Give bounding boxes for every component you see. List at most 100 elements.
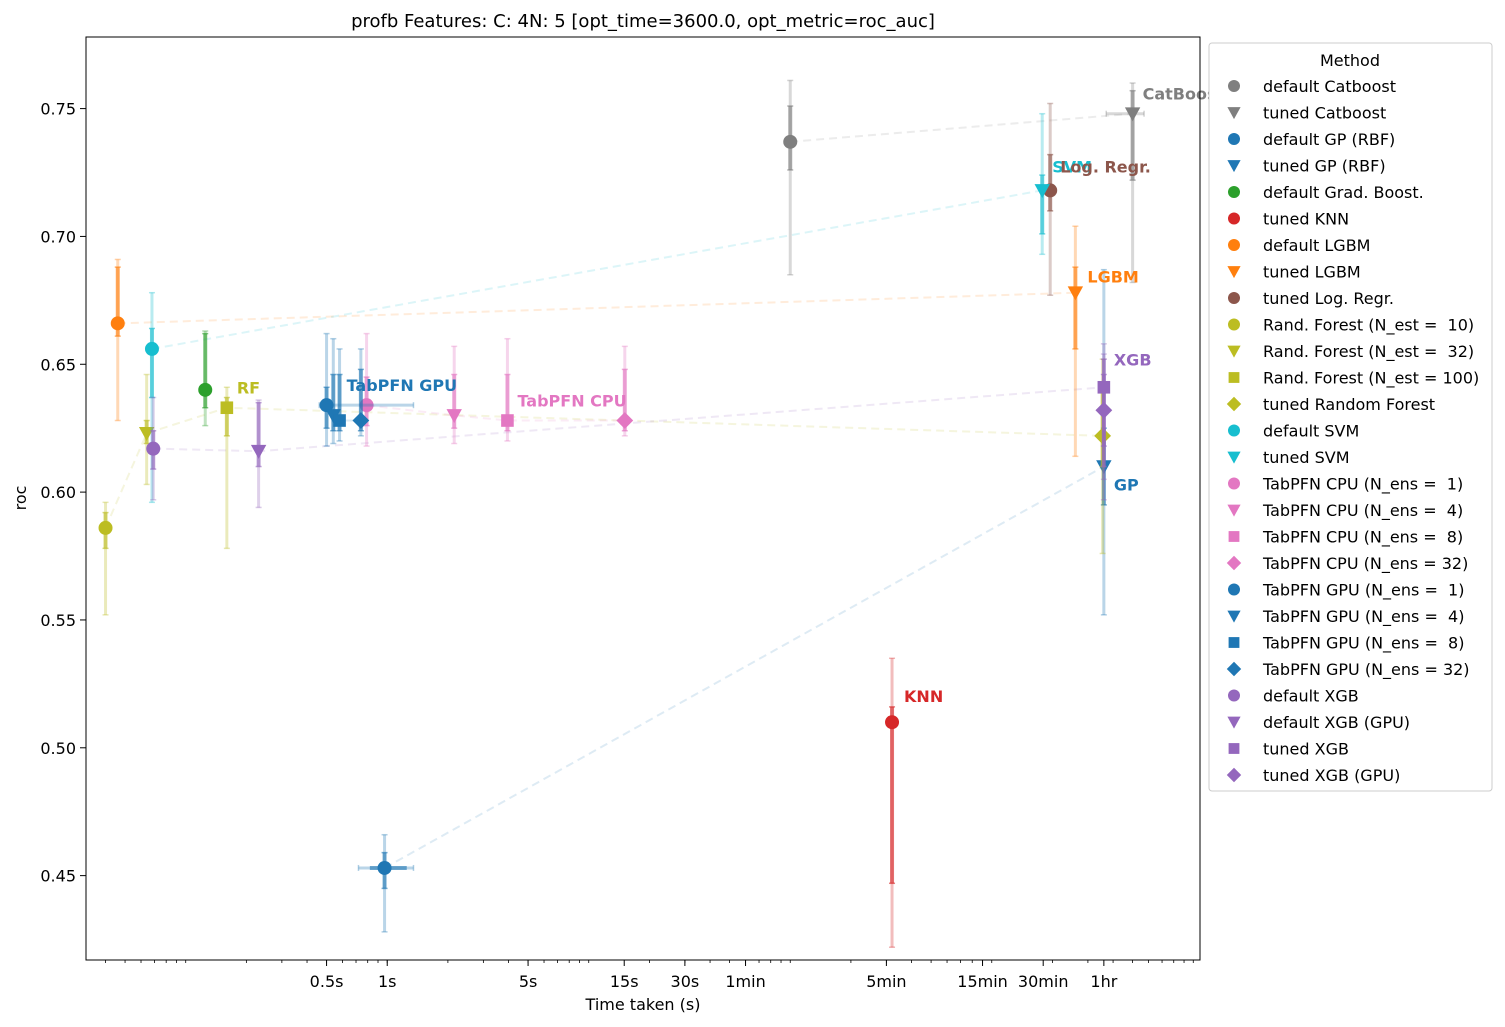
series-point [1034, 112, 1050, 256]
series-point [220, 386, 234, 550]
data-point-marker [198, 382, 213, 397]
x-tick-label: 5s [519, 972, 538, 991]
series-point [446, 345, 462, 445]
legend-marker [1228, 372, 1240, 383]
legend-entry: tuned Log. Regr. [1228, 289, 1394, 308]
series-point [885, 657, 900, 948]
data-point-marker [1124, 107, 1141, 122]
legend-marker [1227, 160, 1241, 173]
data-point-marker [885, 715, 900, 730]
legend-entry: TabPFN CPU (N_ens = 1) [1228, 475, 1463, 495]
legend-marker [1227, 345, 1241, 358]
series-point [783, 79, 798, 276]
connector-line [790, 112, 1133, 143]
y-axis-title: roc [11, 486, 30, 511]
y-tick-label: 0.60 [40, 483, 76, 502]
series-point [359, 332, 374, 447]
data-point-marker [1034, 184, 1050, 199]
legend-entry: default GP (RBF) [1228, 130, 1395, 149]
legend-marker [1227, 266, 1241, 279]
legend-entry: TabPFN CPU (N_ens = 8) [1228, 528, 1463, 548]
legend-label: default Catboost [1263, 77, 1396, 96]
legend-marker [1226, 555, 1242, 571]
legend-entry: TabPFN CPU (N_ens = 4) [1227, 501, 1463, 521]
legend-entry: tuned Catboost [1227, 104, 1386, 123]
x-axis: 0.5s 1s 5s 15s 30s 1min 5min 15min 30min 1hr [105, 960, 1194, 991]
data-point-marker [220, 401, 234, 415]
series-point [333, 348, 346, 442]
legend-marker [1228, 583, 1240, 596]
legend-entry: tuned XGB [1228, 740, 1349, 759]
annotation-label: TabPFN CPU [517, 392, 626, 411]
annotation-label: RF [237, 379, 260, 398]
annotation-label: Log. Regr. [1060, 157, 1151, 176]
legend-entry: Rand. Forest (N_est = 10) [1228, 316, 1474, 336]
legend-entry: default XGB (GPU) [1227, 713, 1410, 732]
series-point [110, 258, 125, 422]
legend-entry: tuned XGB (GPU) [1226, 766, 1400, 785]
x-tick-label: 1s [378, 972, 397, 991]
data-point-marker [333, 414, 346, 427]
legend-marker [1226, 661, 1242, 677]
legend-label: tuned Catboost [1263, 104, 1386, 123]
legend-entry: tuned SVM [1227, 448, 1350, 467]
x-tick-label: 1min [725, 972, 765, 991]
legend-label: default SVM [1263, 422, 1359, 441]
data-point-marker [352, 412, 370, 429]
legend-label: TabPFN GPU (N_ens = 32) [1262, 660, 1470, 680]
data-point-marker [616, 412, 634, 429]
legend-label: tuned GP (RBF) [1263, 157, 1386, 176]
legend-entry: default Catboost [1228, 77, 1396, 96]
annotation-label: GP [1114, 476, 1139, 495]
y-tick-label: 0.50 [40, 739, 76, 758]
legend-entry: Rand. Forest (N_est = 100) [1228, 369, 1479, 389]
legend-marker [1226, 396, 1242, 412]
data-point-marker [501, 414, 514, 427]
series-point [357, 833, 415, 933]
series-point [98, 501, 113, 616]
x-tick-label: 15s [610, 972, 639, 991]
series-point [146, 396, 161, 501]
connector-line [384, 465, 1105, 869]
legend-label: default XGB (GPU) [1263, 713, 1410, 732]
legend-label: TabPFN CPU (N_ens = 32) [1262, 554, 1468, 574]
legend-label: TabPFN GPU (N_ens = 1) [1262, 581, 1464, 601]
legend-marker [1226, 767, 1242, 783]
data-point-marker [146, 441, 161, 456]
legend-entry: default Grad. Boost. [1228, 183, 1424, 202]
series-point [250, 399, 267, 509]
legend-marker [1227, 451, 1241, 464]
data-point-marker [1095, 401, 1113, 419]
data-point-marker [250, 444, 267, 459]
x-tick-label: 5min [866, 972, 906, 991]
legend-marker [1228, 637, 1240, 648]
legend-label: tuned SVM [1263, 448, 1350, 467]
series-point [1043, 102, 1058, 296]
connector-line [151, 189, 1043, 350]
series-point [616, 345, 634, 437]
legend-label: tuned Log. Regr. [1263, 289, 1394, 308]
legend-label: default LGBM [1263, 236, 1370, 255]
legend-label: TabPFN CPU (N_ens = 4) [1262, 501, 1463, 521]
data-point-marker [110, 316, 125, 331]
legend-label: Rand. Forest (N_est = 100) [1263, 369, 1479, 389]
data-point-marker [359, 398, 374, 413]
series-point [1095, 353, 1113, 481]
legend-label: TabPFN GPU (N_ens = 4) [1262, 607, 1464, 627]
connector-line [104, 406, 1103, 529]
legend-marker [1228, 743, 1240, 754]
legend-frame [1208, 42, 1493, 792]
legend-label: tuned XGB (GPU) [1263, 766, 1400, 785]
x-tick-label: 1hr [1090, 972, 1117, 991]
legend-entry: default SVM [1228, 422, 1359, 441]
legend: Method default Catboost tuned Catboost def… [1208, 42, 1493, 792]
data-point-marker [319, 398, 334, 413]
legend-entry: tuned LGBM [1227, 263, 1361, 282]
legend-label: TabPFN CPU (N_ens = 8) [1262, 528, 1463, 548]
plot-frame [85, 36, 1201, 961]
annotation-label: SVM [1052, 157, 1092, 176]
legend-label: TabPFN GPU (N_ens = 8) [1262, 634, 1464, 654]
y-tick-label: 0.70 [40, 227, 76, 246]
legend-entry: TabPFN GPU (N_ens = 32) [1226, 660, 1470, 680]
